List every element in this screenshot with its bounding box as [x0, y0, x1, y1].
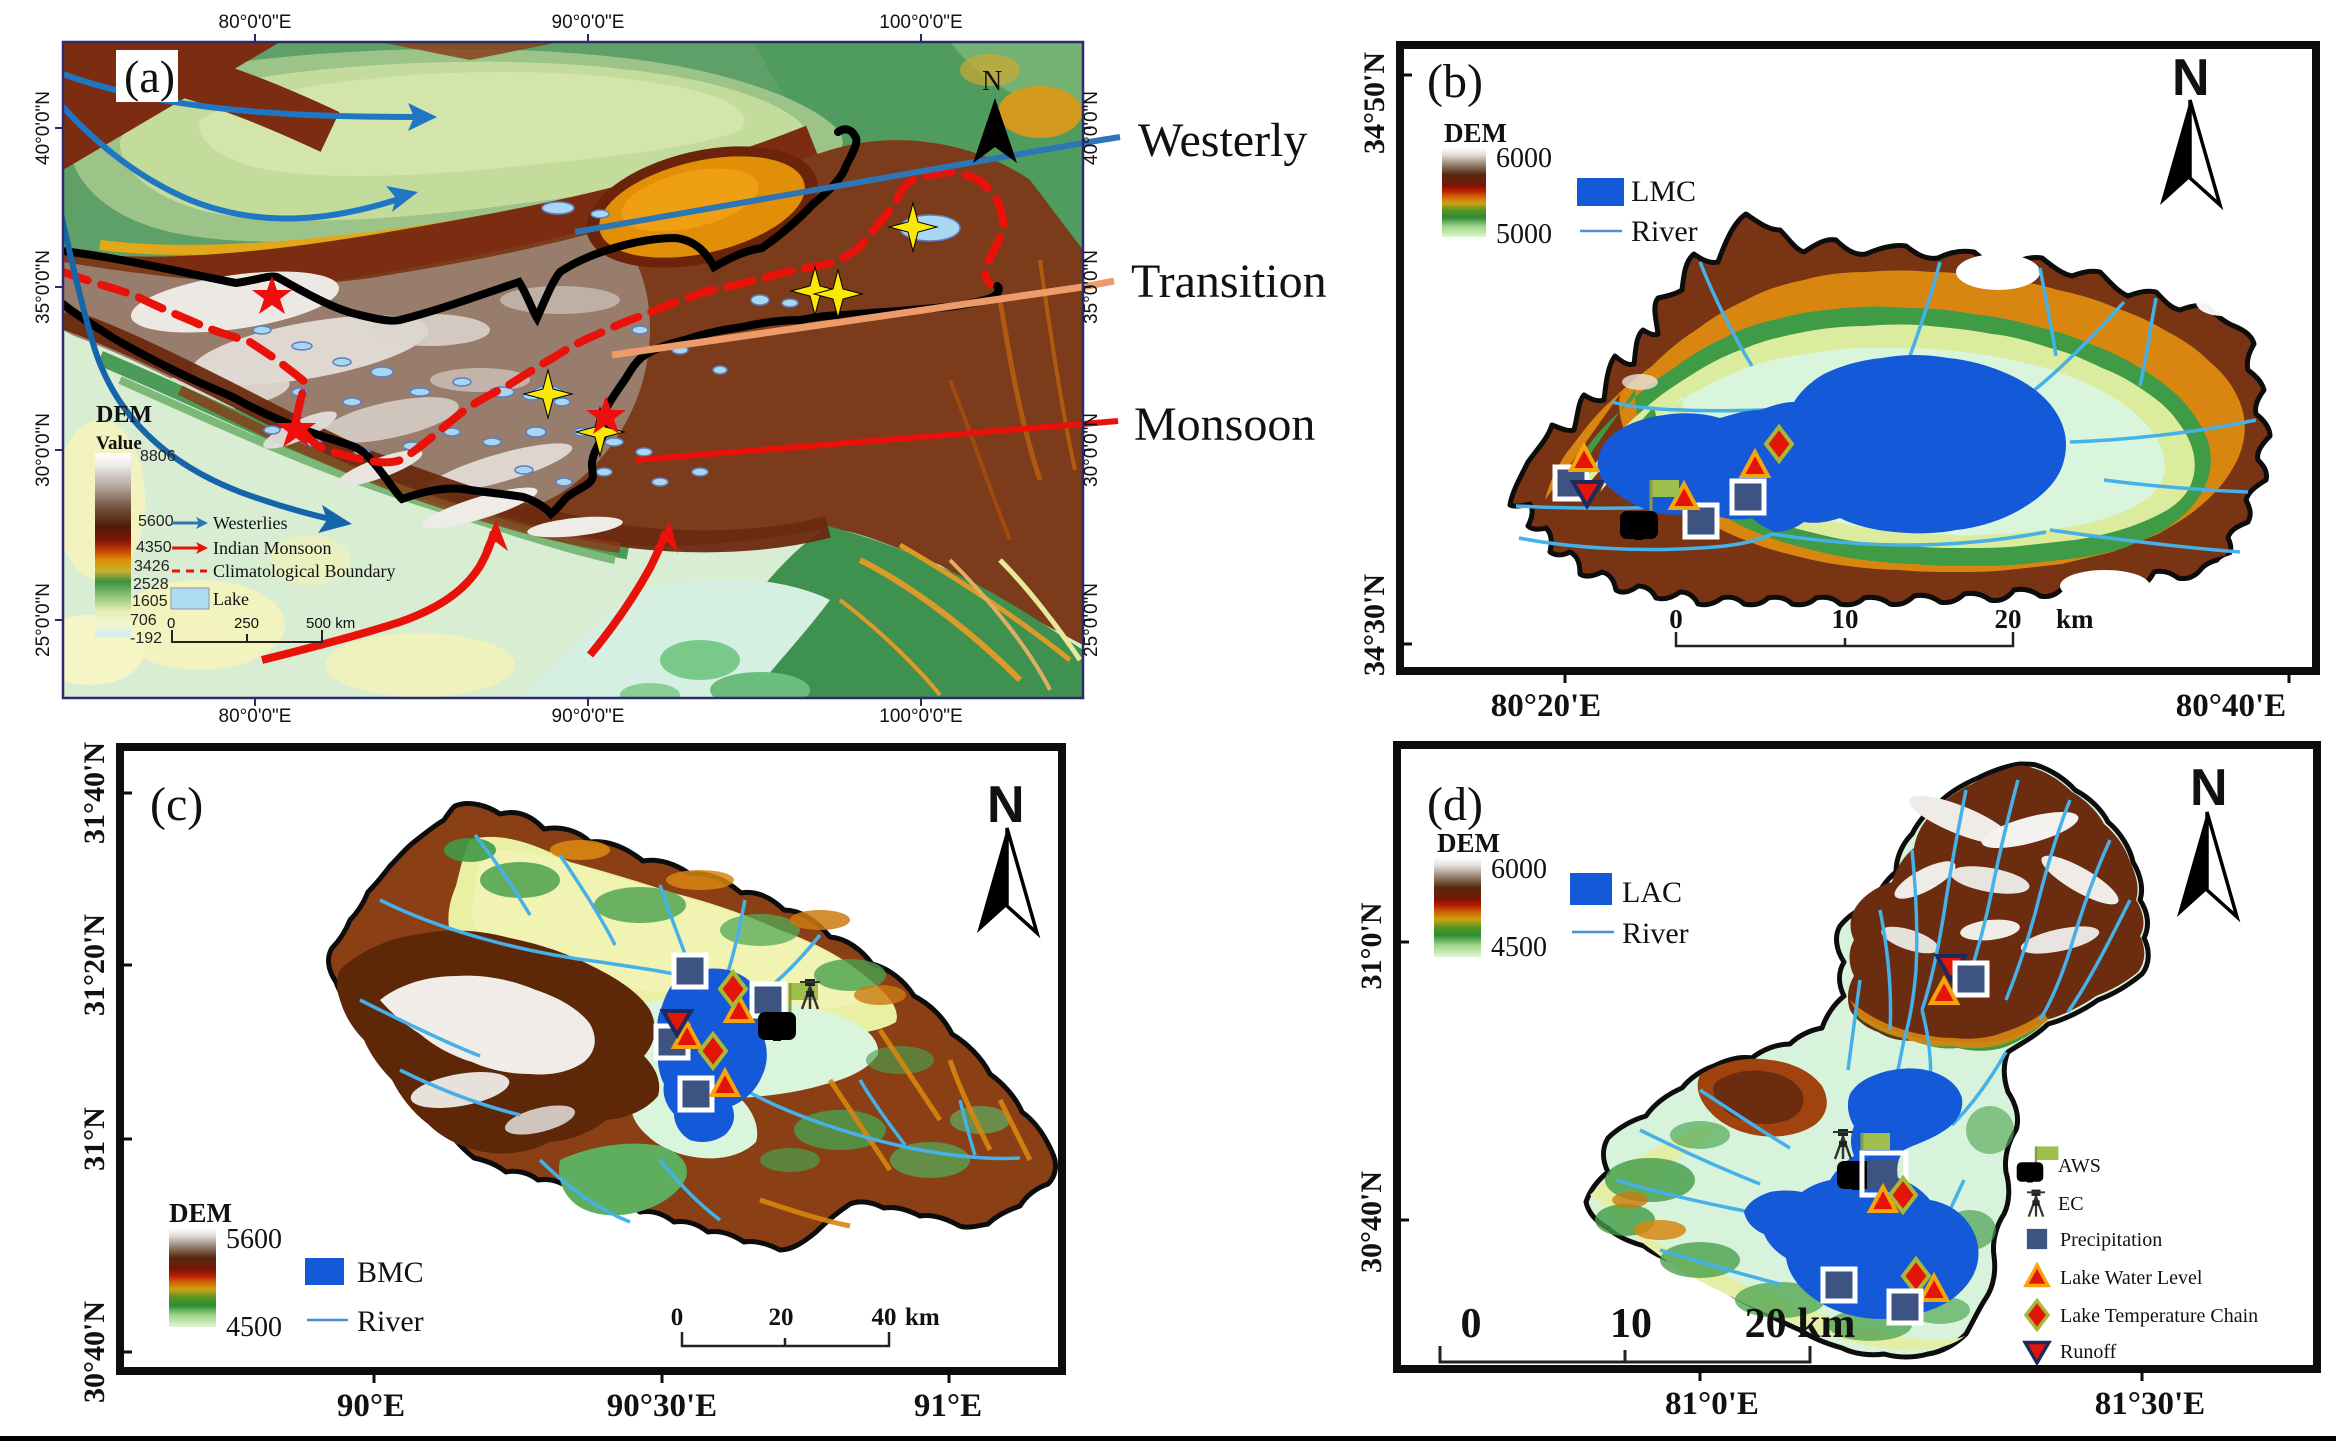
- svg-text:Precipitation: Precipitation: [2060, 1229, 2162, 1251]
- svg-text:N: N: [987, 776, 1025, 834]
- svg-text:AWS: AWS: [2058, 1155, 2101, 1177]
- svg-text:Lake: Lake: [213, 589, 249, 609]
- svg-text:250: 250: [234, 615, 259, 632]
- svg-text:80°40'E: 80°40'E: [2176, 688, 2286, 724]
- svg-text:0: 0: [167, 615, 175, 632]
- svg-text:30°0'0"N: 30°0'0"N: [1081, 413, 1102, 487]
- svg-text:8806: 8806: [140, 448, 176, 465]
- svg-text:35°0'0"N: 35°0'0"N: [1081, 250, 1102, 324]
- svg-text:EC: EC: [2058, 1193, 2084, 1215]
- svg-text:25°0'0"N: 25°0'0"N: [1081, 583, 1102, 657]
- svg-text:Value: Value: [96, 433, 142, 454]
- svg-text:90°E: 90°E: [337, 1388, 405, 1424]
- svg-text:3426: 3426: [134, 558, 170, 575]
- svg-text:N: N: [2190, 759, 2228, 817]
- svg-text:Transition: Transition: [1131, 255, 1327, 308]
- svg-text:(b): (b): [1427, 55, 1483, 108]
- svg-text:100°0'0"E: 100°0'0"E: [879, 12, 962, 33]
- svg-text:6000: 6000: [1491, 854, 1547, 885]
- svg-text:km: km: [905, 1304, 940, 1331]
- svg-text:Monsoon: Monsoon: [1134, 398, 1315, 451]
- svg-text:31°N: 31°N: [78, 1107, 111, 1171]
- svg-text:DEM: DEM: [1437, 828, 1500, 858]
- svg-text:6000: 6000: [1496, 143, 1552, 174]
- svg-text:4500: 4500: [1491, 932, 1547, 963]
- svg-text:34°50'N: 34°50'N: [1358, 52, 1391, 154]
- svg-text:River: River: [1631, 215, 1698, 248]
- svg-text:Runoff: Runoff: [2060, 1341, 2117, 1363]
- svg-text:-192: -192: [130, 630, 162, 647]
- svg-text:0: 0: [1669, 604, 1683, 634]
- svg-text:90°0'0"E: 90°0'0"E: [552, 706, 625, 727]
- svg-text:81°0'E: 81°0'E: [1665, 1386, 1759, 1422]
- svg-text:LAC: LAC: [1622, 876, 1682, 909]
- svg-text:80°0'0"E: 80°0'0"E: [219, 706, 292, 727]
- svg-text:DEM: DEM: [1444, 118, 1507, 148]
- svg-text:706: 706: [130, 612, 157, 629]
- svg-text:40°0'0"N: 40°0'0"N: [1081, 91, 1102, 165]
- svg-text:30°40'N: 30°40'N: [78, 1301, 111, 1403]
- svg-text:30°0'0"N: 30°0'0"N: [33, 413, 54, 487]
- svg-text:5600: 5600: [138, 513, 174, 530]
- svg-text:Climatological Boundary: Climatological Boundary: [213, 561, 395, 581]
- svg-text:100°0'0"E: 100°0'0"E: [879, 706, 962, 727]
- svg-text:31°40'N: 31°40'N: [78, 742, 111, 844]
- svg-text:4500: 4500: [226, 1312, 282, 1343]
- svg-text:Indian Monsoon: Indian Monsoon: [213, 538, 332, 558]
- svg-text:80°20'E: 80°20'E: [1491, 688, 1601, 724]
- svg-text:20: 20: [1995, 604, 2022, 634]
- svg-text:DEM: DEM: [96, 402, 152, 428]
- svg-text:500 km: 500 km: [306, 615, 355, 632]
- svg-text:5000: 5000: [1496, 219, 1552, 250]
- svg-text:0: 0: [1461, 1301, 1482, 1347]
- svg-text:80°0'0"E: 80°0'0"E: [219, 12, 292, 33]
- svg-text:(a): (a): [124, 51, 175, 102]
- svg-text:10: 10: [1832, 604, 1859, 634]
- svg-text:34°30'N: 34°30'N: [1358, 574, 1391, 676]
- svg-text:35°0'0"N: 35°0'0"N: [33, 250, 54, 324]
- svg-text:River: River: [357, 1305, 424, 1338]
- svg-text:Lake Water Level: Lake Water Level: [2060, 1267, 2203, 1289]
- svg-text:N: N: [982, 66, 1002, 97]
- svg-text:31°20'N: 31°20'N: [78, 914, 111, 1016]
- svg-text:81°30'E: 81°30'E: [2095, 1386, 2205, 1422]
- svg-text:4350: 4350: [136, 539, 172, 556]
- svg-text:N: N: [2172, 49, 2210, 107]
- svg-text:(d): (d): [1427, 778, 1483, 831]
- svg-text:30°40'N: 30°40'N: [1355, 1171, 1388, 1273]
- svg-text:1605: 1605: [132, 593, 168, 610]
- svg-text:10: 10: [1610, 1301, 1652, 1347]
- svg-text:2528: 2528: [133, 576, 169, 593]
- svg-text:Lake Temperature Chain: Lake Temperature Chain: [2060, 1305, 2258, 1327]
- svg-text:LMC: LMC: [1631, 175, 1696, 208]
- svg-text:River: River: [1622, 917, 1689, 950]
- svg-text:(c): (c): [150, 778, 203, 831]
- svg-text:40: 40: [872, 1304, 897, 1331]
- svg-text:25°0'0"N: 25°0'0"N: [33, 583, 54, 657]
- svg-text:5600: 5600: [226, 1224, 282, 1255]
- svg-text:20 km: 20 km: [1745, 1301, 1856, 1347]
- svg-text:km: km: [2056, 604, 2094, 634]
- svg-text:BMC: BMC: [357, 1256, 424, 1289]
- svg-text:91°E: 91°E: [914, 1388, 982, 1424]
- svg-text:DEM: DEM: [169, 1198, 232, 1228]
- svg-text:0: 0: [671, 1304, 684, 1331]
- svg-text:20: 20: [769, 1304, 794, 1331]
- svg-text:31°0'N: 31°0'N: [1355, 902, 1388, 989]
- svg-text:90°30'E: 90°30'E: [607, 1388, 717, 1424]
- svg-text:90°0'0"E: 90°0'0"E: [552, 12, 625, 33]
- svg-text:Westerly: Westerly: [1138, 114, 1307, 167]
- svg-text:Westerlies: Westerlies: [213, 513, 288, 533]
- svg-text:40°0'0"N: 40°0'0"N: [33, 91, 54, 165]
